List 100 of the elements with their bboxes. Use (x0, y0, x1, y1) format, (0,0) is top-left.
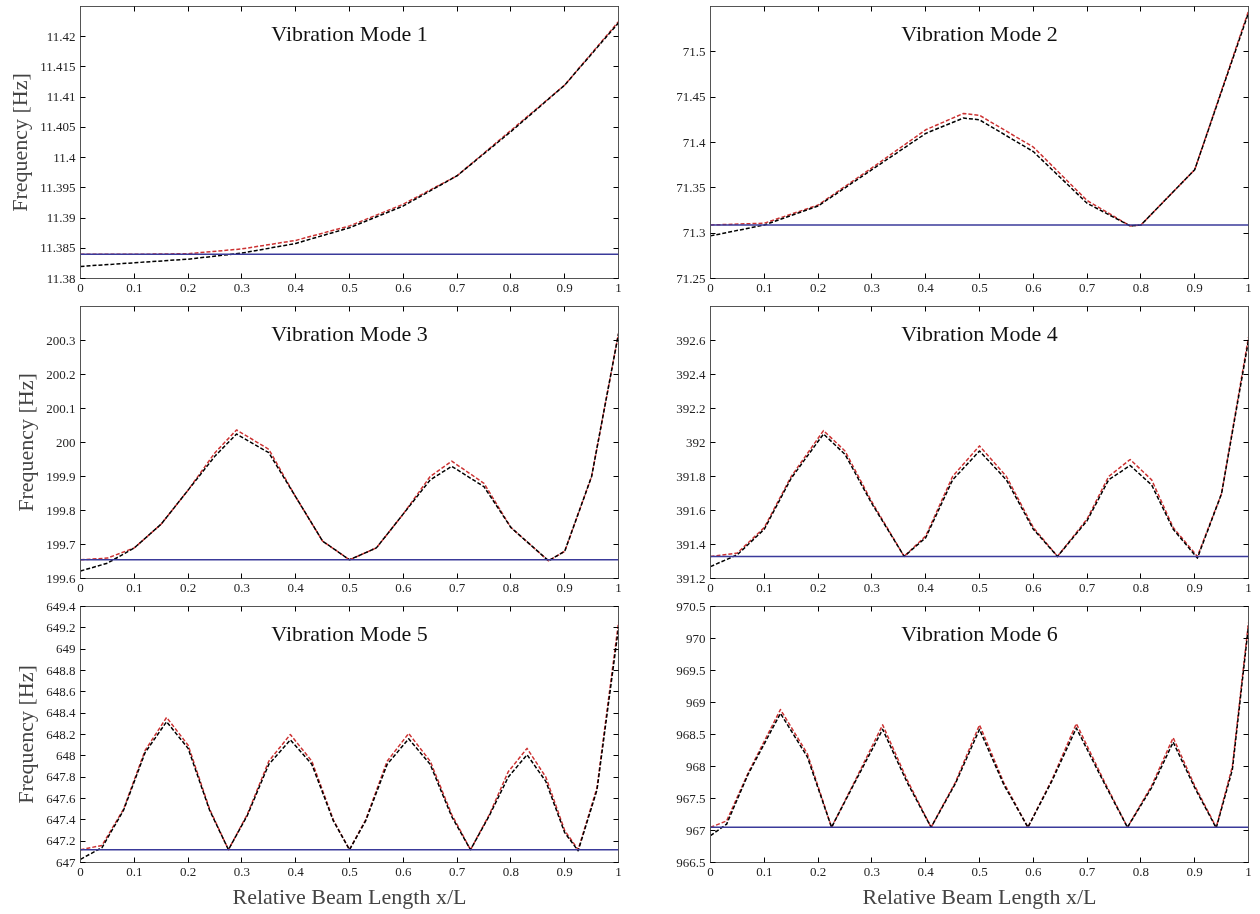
y-tick-label: 11.39 (46, 210, 76, 226)
y-tick-label: 11.4 (53, 149, 76, 165)
y-axis-title: Frequency [Hz] (13, 373, 39, 512)
x-tick-label: 0.5 (341, 579, 358, 595)
x-tick-label: 1 (1245, 579, 1252, 595)
y-tick-label: 649.2 (46, 619, 76, 635)
y-tick-label: 71.3 (682, 225, 706, 241)
x-tick-label: 0.1 (756, 579, 773, 595)
y-tick-label: 392.4 (676, 366, 706, 382)
x-tick-label: 0.5 (971, 579, 988, 595)
x-tick-label: 0.4 (917, 279, 935, 295)
x-tick-label: 0.8 (502, 279, 520, 295)
y-tick-label: 967.5 (676, 790, 706, 806)
y-tick-label: 11.415 (40, 58, 76, 74)
x-tick-label: 1 (615, 279, 622, 295)
x-tick-label: 0 (77, 279, 84, 295)
x-tick-label: 0.4 (917, 579, 935, 595)
x-tick-label: 0.3 (233, 863, 251, 879)
x-tick-label: 0.9 (1186, 863, 1203, 879)
y-tick-label: 71.5 (682, 43, 706, 59)
x-tick-label: 0.1 (756, 279, 773, 295)
x-tick-label: 0.8 (1132, 863, 1150, 879)
text: Vibration Mode 2 (901, 20, 1058, 46)
x-tick-label: 0.5 (971, 863, 988, 879)
y-tick-label: 966.5 (676, 854, 706, 870)
x-tick-label: 0.4 (287, 279, 305, 295)
x-tick-label: 0.1 (126, 863, 143, 879)
y-tick-label: 648.6 (46, 683, 76, 699)
y-tick-label: 11.405 (40, 119, 76, 135)
x-tick-label: 0.5 (341, 279, 358, 295)
x-tick-label: 0.2 (809, 279, 827, 295)
y-tick-label: 970 (686, 630, 706, 646)
x-tick-label: 0.6 (395, 279, 412, 295)
y-tick-label: 71.35 (676, 179, 706, 195)
x-tick-label: 0.7 (1078, 279, 1096, 295)
x-tick-label: 0.2 (179, 279, 197, 295)
y-tick-label: 11.385 (40, 240, 76, 256)
y-tick-label: 391.8 (676, 468, 706, 484)
x-tick-label: 0.8 (1132, 279, 1150, 295)
y-tick-label: 969.5 (676, 662, 706, 678)
x-axis-title: Relative Beam Length x/L (862, 883, 1097, 909)
y-tick-label: 647 (56, 854, 76, 870)
y-tick-label: 392 (686, 434, 706, 450)
y-tick-label: 199.8 (46, 502, 76, 518)
x-tick-label: 0.4 (917, 863, 935, 879)
x-tick-label: 1 (615, 579, 622, 595)
x-tick-label: 0.2 (809, 863, 827, 879)
x-tick-label: 0 (77, 863, 84, 879)
y-tick-label: 71.4 (682, 134, 706, 150)
y-tick-label: 648.4 (46, 705, 76, 721)
x-tick-label: 0.9 (556, 579, 573, 595)
y-tick-label: 649 (56, 641, 76, 657)
x-axis-title: Relative Beam Length x/L (232, 883, 467, 909)
x-tick-label: 0.7 (448, 863, 466, 879)
x-tick-label: 0.5 (341, 863, 358, 879)
y-tick-label: 11.38 (46, 270, 76, 286)
x-tick-label: 0.1 (756, 863, 773, 879)
x-tick-label: 0.4 (287, 863, 305, 879)
y-axis-title: Frequency [Hz] (7, 73, 33, 212)
y-tick-label: 970.5 (676, 598, 706, 614)
x-tick-label: 0.1 (126, 579, 143, 595)
y-tick-label: 647.6 (46, 790, 76, 806)
x-tick-label: 0.7 (448, 279, 466, 295)
y-tick-label: 969 (686, 694, 706, 710)
text: Vibration Mode 3 (271, 320, 428, 346)
x-tick-label: 0 (707, 579, 714, 595)
x-tick-label: 0 (77, 579, 84, 595)
text: Vibration Mode 5 (271, 620, 428, 646)
x-tick-label: 0.6 (395, 579, 412, 595)
y-tick-label: 199.9 (46, 468, 76, 484)
x-tick-label: 0.9 (1186, 279, 1203, 295)
y-tick-label: 11.395 (40, 179, 76, 195)
y-tick-label: 199.6 (46, 570, 76, 586)
text: Vibration Mode 1 (271, 20, 428, 46)
x-tick-label: 1 (1245, 863, 1252, 879)
y-tick-label: 648.2 (46, 726, 76, 742)
y-tick-label: 11.41 (46, 89, 76, 105)
x-tick-label: 0.6 (1025, 863, 1042, 879)
x-tick-label: 0.2 (179, 863, 197, 879)
y-tick-label: 71.45 (676, 89, 706, 105)
text: Vibration Mode 6 (901, 620, 1058, 646)
y-tick-label: 648.8 (46, 662, 76, 678)
x-tick-label: 0.8 (502, 579, 520, 595)
x-tick-label: 0.8 (1132, 579, 1150, 595)
y-tick-label: 647.4 (46, 811, 76, 827)
y-tick-label: 967 (686, 822, 706, 838)
y-tick-label: 200 (56, 434, 76, 450)
x-tick-label: 0.3 (233, 579, 251, 595)
x-tick-label: 0.6 (1025, 279, 1042, 295)
x-tick-label: 0.1 (126, 279, 143, 295)
y-tick-label: 968.5 (676, 726, 706, 742)
y-tick-label: 199.7 (46, 536, 76, 552)
y-tick-label: 71.25 (676, 270, 706, 286)
x-tick-label: 0.5 (971, 279, 988, 295)
y-tick-label: 647.2 (46, 833, 76, 849)
x-tick-label: 0.4 (287, 579, 305, 595)
x-tick-label: 0.2 (179, 579, 197, 595)
x-tick-label: 0.6 (395, 863, 412, 879)
x-tick-label: 0.3 (863, 279, 881, 295)
y-tick-label: 391.4 (676, 536, 706, 552)
